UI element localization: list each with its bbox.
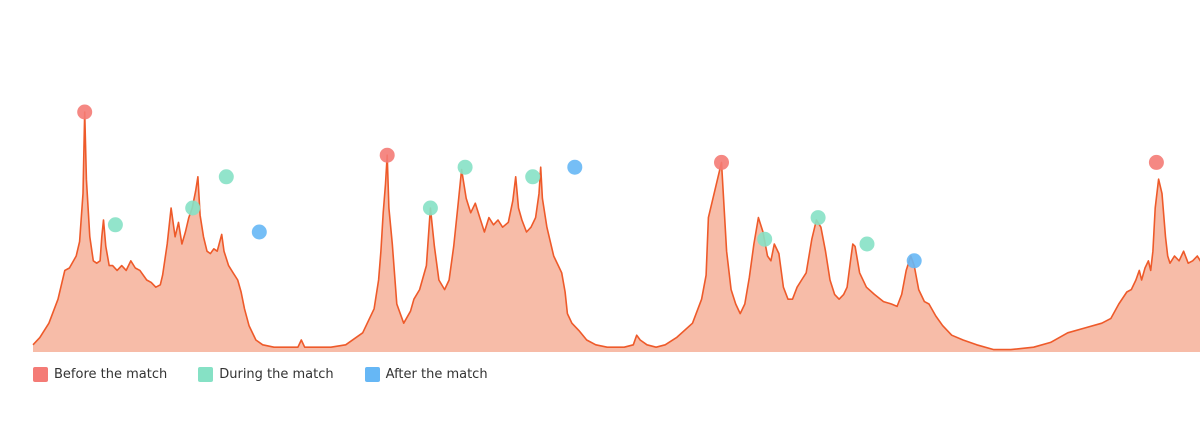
legend-item-during[interactable]: During the match (198, 367, 334, 382)
event-marker-before[interactable] (1148, 154, 1164, 170)
legend-label-during: During the match (219, 367, 334, 382)
event-marker-before[interactable] (714, 154, 729, 170)
legend-item-after[interactable]: After the match (364, 367, 488, 382)
area-chart (32, 104, 1200, 352)
event-marker-during[interactable] (859, 236, 875, 252)
legend-swatch-after (364, 367, 380, 382)
event-marker-during[interactable] (185, 200, 201, 216)
event-marker-during[interactable] (810, 210, 826, 226)
event-marker-after[interactable] (906, 253, 922, 269)
legend-label-after: After the match (385, 367, 488, 382)
event-marker-during[interactable] (525, 169, 541, 185)
series-line (32, 111, 1200, 351)
event-marker-after[interactable] (567, 159, 583, 175)
event-marker-during[interactable] (757, 231, 773, 247)
legend-label-before: Before the match (54, 367, 168, 382)
event-marker-after[interactable] (251, 224, 267, 240)
event-marker-before[interactable] (77, 104, 93, 120)
legend-swatch-before (33, 367, 48, 382)
series-area (33, 112, 1200, 352)
event-marker-during[interactable] (107, 217, 123, 233)
event-marker-during[interactable] (457, 159, 473, 175)
legend-item-before[interactable]: Before the match (33, 367, 167, 382)
event-marker-during[interactable] (422, 200, 438, 216)
event-marker-during[interactable] (218, 169, 234, 185)
chart-legend: Before the match During the match After … (33, 367, 519, 382)
event-marker-before[interactable] (379, 147, 395, 163)
legend-swatch-during (198, 367, 214, 382)
